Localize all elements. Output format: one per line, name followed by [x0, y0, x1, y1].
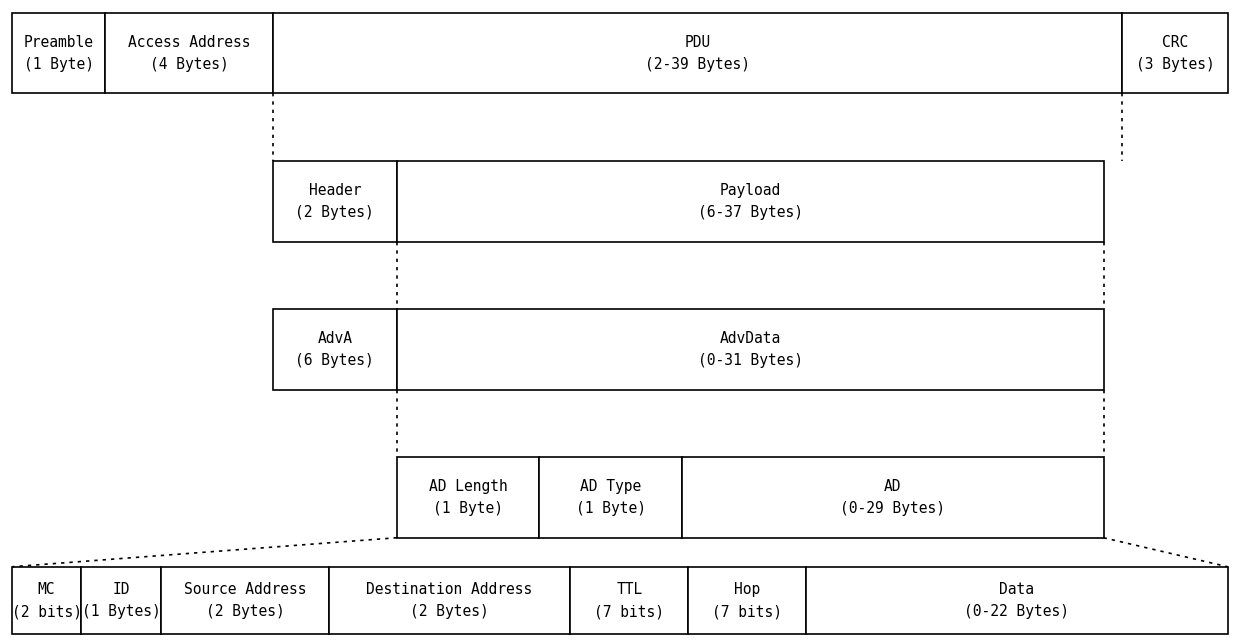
Bar	[397, 457, 539, 538]
Bar	[81, 567, 161, 634]
Text: MC
(2 bits): MC (2 bits)	[11, 582, 82, 619]
Text: Header
(2 Bytes): Header (2 Bytes)	[295, 183, 374, 220]
Text: ID
(1 Bytes): ID (1 Bytes)	[82, 582, 160, 619]
Bar	[273, 309, 397, 390]
Bar	[682, 457, 1104, 538]
Text: AdvA
(6 Bytes): AdvA (6 Bytes)	[295, 331, 374, 368]
Bar	[539, 457, 682, 538]
Bar	[105, 13, 273, 93]
Text: AD Type
(1 Byte): AD Type (1 Byte)	[575, 479, 646, 516]
Text: Hop
(7 bits): Hop (7 bits)	[712, 582, 782, 619]
Bar	[688, 567, 806, 634]
Bar	[12, 13, 105, 93]
Text: CRC
(3 Bytes): CRC (3 Bytes)	[1136, 35, 1214, 71]
Bar	[12, 567, 81, 634]
Bar	[273, 13, 1122, 93]
Text: AdvData
(0-31 Bytes): AdvData (0-31 Bytes)	[698, 331, 802, 368]
Bar	[397, 309, 1104, 390]
Text: Access Address
(4 Bytes): Access Address (4 Bytes)	[128, 35, 250, 71]
Text: TTL
(7 bits): TTL (7 bits)	[594, 582, 665, 619]
Text: PDU
(2-39 Bytes): PDU (2-39 Bytes)	[645, 35, 750, 71]
Text: Source Address
(2 Bytes): Source Address (2 Bytes)	[184, 582, 306, 619]
Bar	[273, 161, 397, 242]
Text: Data
(0-22 Bytes): Data (0-22 Bytes)	[965, 582, 1069, 619]
Bar	[329, 567, 570, 634]
Text: Destination Address
(2 Bytes): Destination Address (2 Bytes)	[366, 582, 533, 619]
Text: Payload
(6-37 Bytes): Payload (6-37 Bytes)	[698, 183, 802, 220]
Text: AD
(0-29 Bytes): AD (0-29 Bytes)	[841, 479, 945, 516]
Bar	[161, 567, 329, 634]
Bar	[397, 161, 1104, 242]
Bar	[806, 567, 1228, 634]
Bar	[570, 567, 688, 634]
Text: Preamble
(1 Byte): Preamble (1 Byte)	[24, 35, 94, 71]
Text: AD Length
(1 Byte): AD Length (1 Byte)	[429, 479, 507, 516]
Bar	[1122, 13, 1228, 93]
